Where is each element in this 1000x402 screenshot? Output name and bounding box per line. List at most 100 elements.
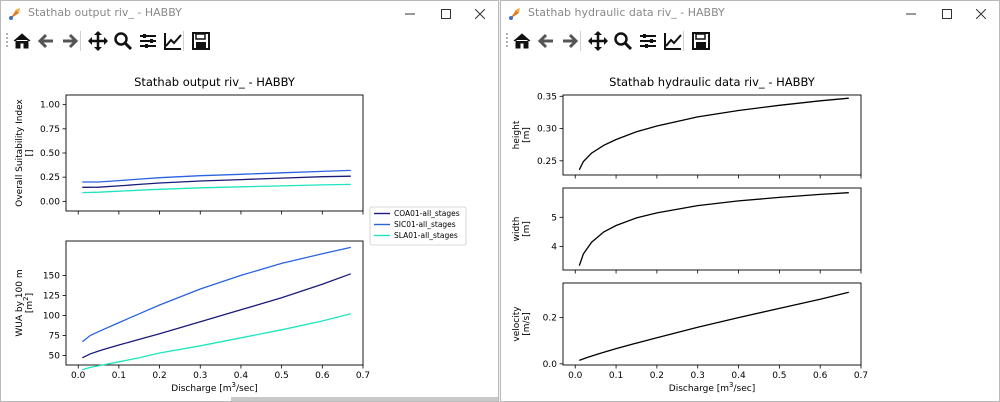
y-axis-label: height xyxy=(512,120,522,149)
y-tick-label: 0.50 xyxy=(40,149,60,159)
figure-canvas[interactable]: Stathab hydraulic data riv_ - HABBY 0.25 0… xyxy=(501,57,999,401)
y-axis-unit: [] xyxy=(25,149,35,156)
y-tick-label: 50 xyxy=(49,351,61,361)
home-tool-button[interactable] xyxy=(510,29,534,53)
back-arrow-tool-button[interactable] xyxy=(534,29,558,53)
toolbar-grip[interactable] xyxy=(505,31,509,51)
maximize-icon xyxy=(942,9,952,19)
configure-subplots-tool-button[interactable] xyxy=(636,29,660,53)
legend: COA01-all_stages SIC01-all_stages SLA01-al… xyxy=(369,206,467,246)
y-tick-label: 0.25 xyxy=(537,157,557,167)
title-bar[interactable]: Stathab hydraulic data riv_ - HABBY xyxy=(501,1,999,27)
edit-curves-icon xyxy=(164,33,182,50)
habby-app-icon xyxy=(9,8,20,20)
series-line-COA01-all_stages xyxy=(82,273,352,359)
edit-curves-tool-button[interactable] xyxy=(161,29,185,53)
y-tick-label: 125 xyxy=(43,291,60,301)
chart-title: Stathab output riv_ - HABBY xyxy=(134,75,296,89)
x-tick-label: 0.7 xyxy=(356,371,370,381)
pan-tool-button[interactable] xyxy=(86,29,110,53)
pan-tool-button[interactable] xyxy=(586,29,610,53)
x-tick-label: 0.1 xyxy=(112,371,126,381)
back-arrow-icon xyxy=(537,33,553,49)
y-axis-label: width xyxy=(512,217,522,242)
legend-frame xyxy=(369,206,467,246)
home-icon xyxy=(13,33,31,49)
toolbar-grip[interactable] xyxy=(5,31,9,51)
series-line-data xyxy=(579,291,849,362)
x-axis-label: Discharge [m3/sec] xyxy=(669,381,755,394)
y-tick-label: 1.00 xyxy=(40,101,60,111)
x-tick-label: 0.6 xyxy=(315,371,330,381)
axes-frame xyxy=(65,94,364,212)
toolbar-separator xyxy=(683,31,684,51)
minimize-icon xyxy=(405,13,415,15)
series-line-SLA01-all_stages xyxy=(82,313,351,371)
stathab-output-window: Stathab output riv_ - HABBY Stathab outp… xyxy=(0,0,499,402)
series-line-SIC01-all_stages xyxy=(81,246,351,343)
matplotlib-toolbar xyxy=(501,27,999,55)
home-tool-button[interactable] xyxy=(10,29,34,53)
x-tick-label: 0.1 xyxy=(609,371,623,381)
forward-arrow-tool-button[interactable] xyxy=(58,29,82,53)
zoom-tool-button[interactable] xyxy=(611,29,635,53)
close-button[interactable] xyxy=(963,1,999,27)
configure-subplots-icon xyxy=(140,34,156,48)
y-axis-label: Overall Suitability Index xyxy=(15,98,25,206)
series-line-COA01-all_stages xyxy=(82,175,351,188)
maximize-button[interactable] xyxy=(929,1,965,27)
x-tick-label: 0.6 xyxy=(813,371,828,381)
close-icon xyxy=(475,9,485,19)
configure-subplots-tool-button[interactable] xyxy=(136,29,160,53)
y-tick-label: 0.00 xyxy=(40,197,60,207)
maximize-icon xyxy=(441,9,451,19)
chart-title: Stathab hydraulic data riv_ - HABBY xyxy=(609,75,816,89)
maximize-button[interactable] xyxy=(428,1,464,27)
axes-frame xyxy=(562,187,862,271)
stathab-hydraulic-window: Stathab hydraulic data riv_ - HABBY Stat… xyxy=(500,0,1000,402)
minimize-button[interactable] xyxy=(893,1,929,27)
minimize-button[interactable] xyxy=(392,1,428,27)
x-tick-label: 0.2 xyxy=(650,371,664,381)
y-tick-label: 0.0 xyxy=(543,360,558,370)
forward-arrow-icon xyxy=(563,33,579,49)
x-tick-label: 0.0 xyxy=(71,371,86,381)
close-button[interactable] xyxy=(462,1,498,27)
title-bar[interactable]: Stathab output riv_ - HABBY xyxy=(1,1,498,27)
habby-app-icon xyxy=(509,8,520,20)
zoom-tool-button[interactable] xyxy=(111,29,135,53)
configure-subplots-icon xyxy=(640,34,656,48)
legend-entry: COA01-all_stages xyxy=(394,209,460,218)
legend-entry: SIC01-all_stages xyxy=(394,220,456,229)
forward-arrow-icon xyxy=(63,33,79,49)
y-tick-label: 75 xyxy=(49,331,60,341)
y-axis-unit: [m] xyxy=(522,127,532,143)
x-tick-label: 0.4 xyxy=(731,371,746,381)
y-tick-label: 0.35 xyxy=(537,92,557,102)
pan-icon xyxy=(588,31,608,51)
y-tick-label: 4 xyxy=(551,243,557,253)
y-axis-unit: [m2] xyxy=(22,293,35,313)
minimize-icon xyxy=(906,13,916,15)
y-axis-label: WUA by 100 m xyxy=(15,269,25,336)
close-icon xyxy=(976,9,986,19)
plot-panel-velocity: 0.0 0.1 0.2 0.3 0.4 0.5 0.6 0.7 0.0 0.2 velocity [m… xyxy=(512,282,868,394)
edit-curves-icon xyxy=(664,33,682,50)
matplotlib-toolbar xyxy=(1,27,498,55)
save-tool-button[interactable] xyxy=(689,29,713,53)
edit-curves-tool-button[interactable] xyxy=(661,29,685,53)
forward-arrow-tool-button[interactable] xyxy=(558,29,582,53)
plot-panel-overall-suitability-index: Stathab output riv_ - HABBY 0.00 0.25 0.50 0… xyxy=(15,75,364,215)
axes-frame xyxy=(65,240,364,366)
x-tick-label: 0.7 xyxy=(854,371,868,381)
save-icon xyxy=(192,32,210,50)
plot-panel-wua-by-100-m: 0.0 0.1 0.2 0.3 0.4 0.5 0.6 0.7 50 75 100 125 150 WUA… xyxy=(15,240,370,394)
plot-panel-width: 4 5 width [m] xyxy=(512,187,862,274)
figure-canvas[interactable]: Stathab output riv_ - HABBY 0.00 0.25 0.50 0… xyxy=(1,57,498,401)
back-arrow-tool-button[interactable] xyxy=(34,29,58,53)
save-tool-button[interactable] xyxy=(189,29,213,53)
window-title: Stathab output riv_ - HABBY xyxy=(28,6,182,19)
pan-icon xyxy=(88,31,108,51)
home-icon xyxy=(513,33,531,49)
y-tick-label: 0.30 xyxy=(537,125,557,135)
